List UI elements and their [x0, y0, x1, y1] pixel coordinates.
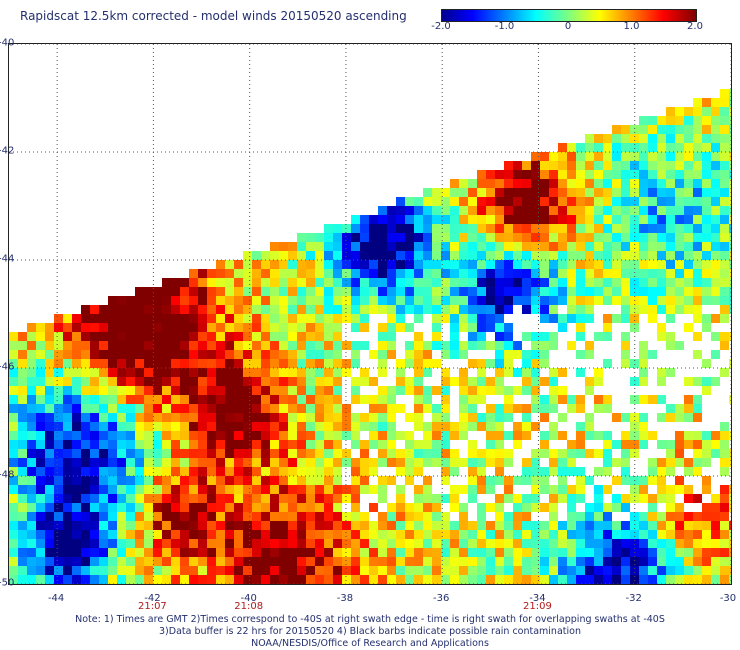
time-label: 21:09 — [523, 601, 552, 612]
longitude-label: -34 — [529, 593, 546, 604]
longitude-label: -32 — [625, 593, 642, 604]
longitude-label: -36 — [433, 593, 450, 604]
colorbar-tick-label: 0 — [564, 21, 572, 32]
chart-title: Rapidscat 12.5km corrected - model winds… — [20, 9, 407, 23]
note-line-1: Note: 1) Times are GMT 2)Times correspon… — [75, 614, 665, 625]
note-line-3: NOAA/NESDIS/Office of Research and Appli… — [251, 638, 489, 649]
map-plot — [9, 44, 731, 584]
latitude-label: -42 — [0, 145, 15, 157]
latitude-label: -44 — [0, 253, 15, 265]
longitude-label: -38 — [336, 593, 354, 604]
colorbar-tick-label: -1.0 — [494, 21, 515, 32]
longitude-label: -30 — [719, 593, 737, 604]
time-label: 21:07 — [137, 601, 167, 612]
note-line-2: 3)Data buffer is 22 hrs for 20150520 4) … — [159, 626, 581, 637]
latitude-label: -46 — [0, 361, 15, 373]
longitude-label: -40 — [240, 593, 257, 604]
wind-difference-map — [8, 43, 732, 585]
colorbar-tick-label: 1.0 — [623, 21, 640, 32]
longitude-label: -44 — [47, 593, 65, 604]
colorbar — [441, 9, 697, 22]
longitude-label: -42 — [144, 593, 161, 604]
colorbar-tick-label: 2.0 — [687, 21, 703, 32]
time-label: 21:08 — [234, 601, 264, 612]
colorbar-tick-label: -2.0 — [431, 21, 451, 32]
latitude-label: -50 — [0, 577, 15, 589]
latitude-label: -40 — [0, 37, 15, 49]
latitude-label: -48 — [0, 469, 15, 481]
